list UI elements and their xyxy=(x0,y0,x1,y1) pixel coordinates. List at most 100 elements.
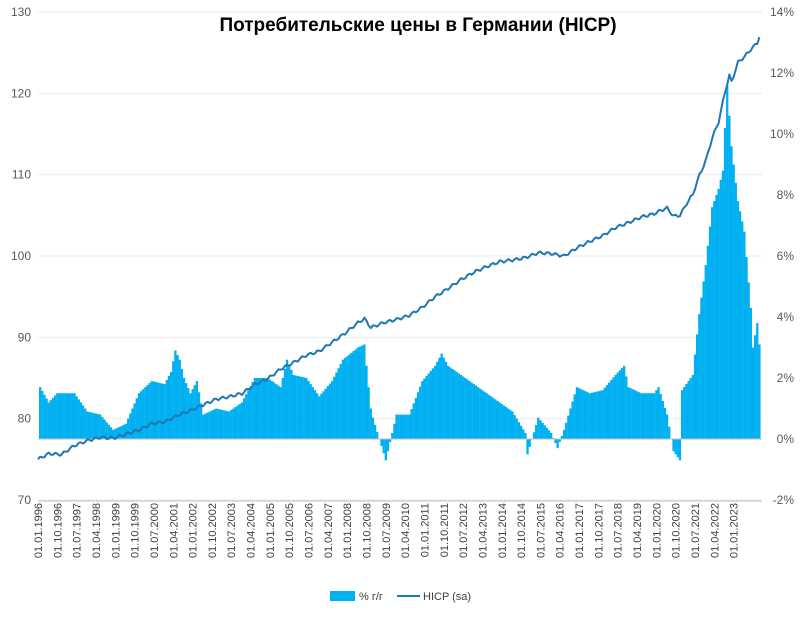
bar xyxy=(472,384,476,439)
bar xyxy=(719,179,722,439)
bar xyxy=(423,378,426,439)
bar xyxy=(502,405,506,439)
bar xyxy=(558,439,561,443)
bar xyxy=(139,391,143,439)
bar xyxy=(704,265,707,439)
bar xyxy=(631,389,634,439)
bar xyxy=(219,409,222,439)
bar xyxy=(650,393,654,439)
bar xyxy=(504,406,508,439)
bar xyxy=(133,403,136,439)
bar xyxy=(245,394,248,439)
bar xyxy=(734,182,737,440)
x-tick-label: 01.04.2013 xyxy=(477,503,489,558)
bar xyxy=(247,390,250,439)
bar xyxy=(178,359,181,439)
bar xyxy=(285,359,289,439)
bar xyxy=(234,406,237,439)
bar xyxy=(124,423,128,439)
bar xyxy=(94,413,98,439)
x-tick-label: 01.07.2003 xyxy=(226,503,238,558)
bar xyxy=(756,323,759,439)
bar xyxy=(328,383,332,439)
bar xyxy=(494,399,497,439)
bar xyxy=(56,393,59,439)
bar xyxy=(324,388,327,439)
x-tick-label: 01.07.2021 xyxy=(690,503,702,558)
bar xyxy=(691,374,695,439)
bar xyxy=(534,424,538,439)
bar xyxy=(197,392,201,439)
bar xyxy=(575,387,579,439)
bar xyxy=(618,370,622,439)
x-tick-label: 01.10.1996 xyxy=(52,503,64,558)
x-tick-label: 01.01.1999 xyxy=(110,503,122,558)
bar xyxy=(120,425,123,439)
bar xyxy=(99,414,102,439)
bar xyxy=(524,432,527,439)
bar xyxy=(251,382,254,439)
bar xyxy=(683,387,686,439)
bar xyxy=(152,381,156,439)
bar xyxy=(92,413,95,439)
x-tick-label: 01.01.2002 xyxy=(188,503,200,558)
bar xyxy=(481,390,484,439)
bar xyxy=(466,379,469,439)
bar xyxy=(674,439,677,455)
bar xyxy=(717,188,720,439)
bar xyxy=(414,397,418,439)
bar xyxy=(753,335,757,439)
bar xyxy=(541,422,544,439)
bar xyxy=(311,387,314,439)
bar xyxy=(386,439,390,452)
bar xyxy=(515,418,518,439)
bar xyxy=(373,424,377,439)
bar xyxy=(726,85,729,439)
x-tick-label: 01.04.2019 xyxy=(632,503,644,558)
bar xyxy=(335,372,338,439)
bar xyxy=(60,393,63,439)
y-right-tick-label: 14% xyxy=(770,5,794,19)
bar xyxy=(723,127,727,440)
bar xyxy=(58,393,61,439)
bar xyxy=(554,439,557,444)
bar xyxy=(146,385,149,439)
bar xyxy=(655,390,658,439)
bar xyxy=(71,393,74,439)
bar xyxy=(635,391,639,439)
bar xyxy=(590,392,594,439)
bar xyxy=(603,387,606,439)
bar xyxy=(625,376,628,439)
bar xyxy=(401,414,405,439)
bar xyxy=(477,387,480,439)
bar xyxy=(84,408,87,439)
bar xyxy=(427,373,430,439)
bar xyxy=(616,372,619,439)
y-left-tick-label: 80 xyxy=(18,412,32,426)
bar xyxy=(459,374,463,439)
bar xyxy=(260,378,263,439)
bar xyxy=(468,381,471,439)
bar xyxy=(352,350,355,439)
bar xyxy=(747,282,750,439)
x-tick-label: 01.07.2006 xyxy=(304,503,316,558)
bar xyxy=(513,415,516,439)
bar xyxy=(157,382,160,439)
bar xyxy=(81,405,85,439)
bar xyxy=(215,408,218,439)
bar xyxy=(562,429,566,439)
bar xyxy=(45,398,48,439)
bar xyxy=(208,411,211,439)
x-tick-label: 01.10.2017 xyxy=(593,503,605,558)
bar xyxy=(412,403,415,439)
x-tick-label: 01.10.2008 xyxy=(362,503,374,558)
bar xyxy=(592,392,596,439)
chart-title: Потребительские цены в Германии (HICP) xyxy=(219,15,616,36)
bar xyxy=(38,387,42,439)
bar xyxy=(498,402,501,439)
bar xyxy=(294,375,297,439)
bar xyxy=(388,439,392,443)
bar xyxy=(537,417,540,439)
bar xyxy=(580,389,583,439)
bar xyxy=(118,426,121,439)
